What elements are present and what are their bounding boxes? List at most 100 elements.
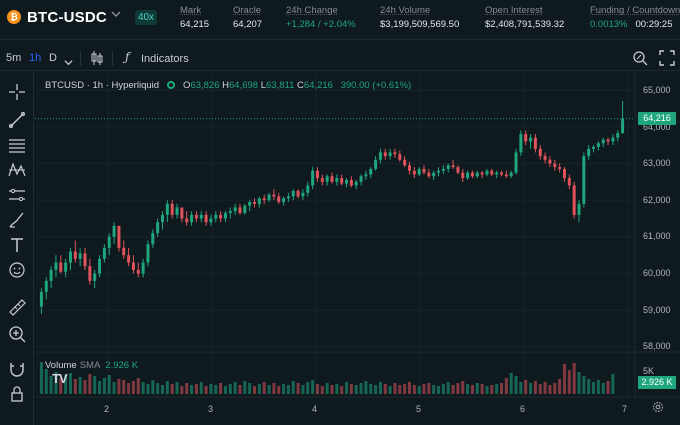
candle-body — [311, 170, 315, 186]
leverage-badge[interactable]: 40x — [135, 10, 157, 25]
volume-bar — [446, 382, 450, 394]
candle-body — [315, 170, 319, 179]
candle-body — [93, 273, 97, 281]
candle-body — [112, 225, 116, 237]
candle-body — [286, 196, 290, 199]
stat-24h-volume: 24h Volume $3,199,509,569.50 — [380, 5, 460, 30]
pattern-icon[interactable] — [7, 160, 27, 180]
candle-body — [204, 214, 208, 223]
zoom-in-icon[interactable] — [7, 324, 27, 344]
volume-bar — [567, 370, 571, 394]
volume-bar — [190, 385, 194, 394]
crosshair-icon[interactable] — [7, 82, 27, 102]
candle-body — [296, 190, 300, 197]
candle-body — [277, 196, 281, 202]
candle-body — [606, 139, 610, 142]
candle-body — [199, 214, 203, 219]
trendline-icon[interactable] — [7, 110, 27, 130]
magnet-icon[interactable] — [7, 360, 27, 380]
candle-body — [59, 262, 63, 272]
emoji-icon[interactable] — [7, 260, 27, 280]
candle-body — [504, 174, 508, 177]
candle-body — [291, 190, 295, 197]
volume-bar — [364, 381, 368, 394]
volume-bar — [170, 384, 174, 394]
lock-icon[interactable] — [7, 384, 27, 404]
volume-bar — [315, 384, 319, 394]
candle-body — [151, 233, 155, 245]
candle-body — [131, 262, 135, 270]
candle-body — [44, 280, 48, 292]
brush-icon[interactable] — [7, 210, 27, 230]
price-chart[interactable]: BTCUSD · 1h · Hyperliquid O63,826 H64,698… — [35, 72, 680, 425]
candle-body — [374, 159, 378, 169]
volume-bar — [160, 385, 164, 394]
time-tick: 7 — [622, 404, 628, 414]
ruler-icon[interactable] — [7, 297, 27, 317]
fullscreen-icon[interactable] — [659, 50, 675, 71]
funding-rate: 0.0013% — [590, 19, 628, 30]
volume-bar — [146, 384, 150, 394]
timeframe-1h[interactable]: 1h — [29, 52, 42, 64]
price-tick: 63,000 — [643, 158, 671, 168]
volume-bar — [199, 382, 203, 394]
fib-retracement-icon[interactable] — [7, 135, 27, 155]
volume-bar — [461, 381, 465, 394]
candle-body — [432, 172, 436, 177]
volume-bar — [398, 385, 402, 394]
time-tick: 6 — [520, 404, 526, 414]
volume-bar — [475, 383, 479, 394]
candle-body — [398, 154, 402, 160]
candle-body — [407, 165, 411, 171]
drawing-toolbar — [0, 72, 34, 425]
time-tick: 3 — [208, 404, 214, 414]
volume-bar — [107, 375, 111, 394]
candle-body — [485, 170, 489, 175]
volume-bar — [456, 383, 460, 394]
candle-body — [446, 165, 450, 169]
candle-body — [102, 247, 106, 259]
candlestick-plot[interactable] — [35, 72, 680, 425]
volume-bar — [320, 386, 324, 394]
chevron-down-icon[interactable] — [111, 9, 121, 22]
pair-selector[interactable]: BTC-USDC — [27, 9, 107, 26]
candle-body — [349, 179, 353, 186]
candle-body — [88, 266, 92, 281]
volume-bar — [257, 384, 261, 394]
stat-open-interest: Open Interest $2,408,791,539.32 — [485, 5, 565, 30]
tradingview-logo[interactable]: TV — [52, 371, 68, 386]
text-icon[interactable] — [7, 235, 27, 255]
volume-bar — [238, 385, 242, 394]
timeframe-5m[interactable]: 5m — [6, 52, 22, 64]
volume-bar — [383, 384, 387, 394]
stat-funding: Funding / Countdown 0.0013% 00:29:25 — [590, 5, 680, 30]
candle-body — [209, 218, 213, 223]
indicators-icon[interactable]: ƒ — [125, 50, 130, 64]
volume-bar — [98, 381, 102, 394]
gear-icon[interactable] — [652, 400, 664, 418]
indicators-button[interactable]: Indicators — [141, 53, 189, 65]
timeframe-d[interactable]: D — [49, 52, 57, 64]
candle-body — [107, 236, 111, 248]
bitcoin-icon: ₿ — [7, 10, 21, 24]
candle-type-icon[interactable] — [89, 50, 105, 71]
candle-body — [417, 168, 421, 175]
timeframe-dropdown-icon[interactable] — [64, 54, 73, 72]
candle-body — [185, 218, 189, 223]
forecast-icon[interactable] — [7, 185, 27, 205]
candle-body — [543, 156, 547, 160]
volume-bar — [277, 386, 281, 394]
toolbar-divider — [80, 52, 81, 66]
volume-bar — [286, 385, 290, 394]
volume-bar — [194, 384, 198, 394]
candle-body — [529, 137, 533, 142]
volume-bar — [311, 380, 315, 394]
funding-countdown: 00:29:25 — [635, 19, 673, 30]
candle-body — [524, 134, 528, 142]
candle-body — [180, 207, 184, 219]
volume-bar — [558, 379, 562, 394]
candle-body — [601, 139, 605, 144]
candle-body — [320, 178, 324, 182]
volume-bar — [64, 375, 68, 394]
screenshot-icon[interactable] — [632, 50, 648, 71]
